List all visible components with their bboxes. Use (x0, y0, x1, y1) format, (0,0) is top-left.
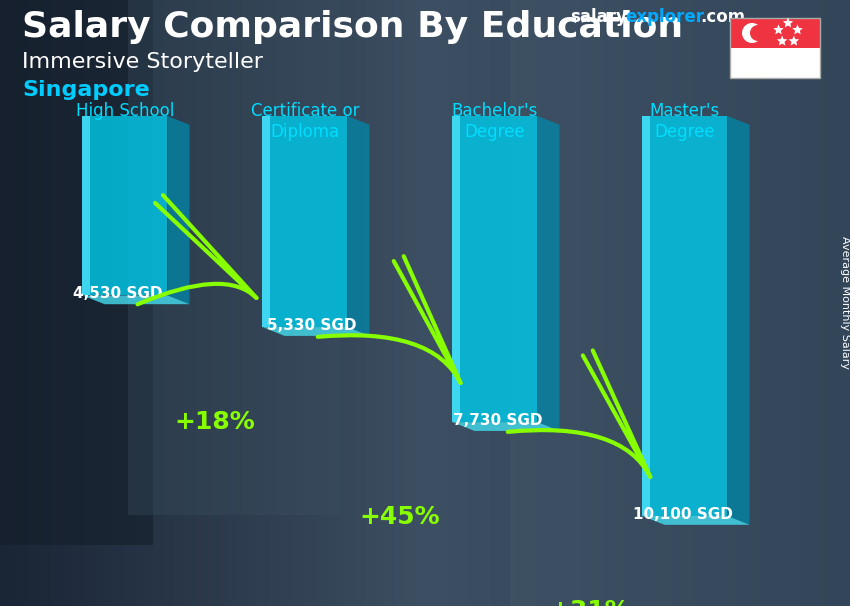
FancyBboxPatch shape (128, 0, 340, 515)
Circle shape (750, 25, 766, 41)
Bar (452, 116, 537, 422)
Bar (643, 116, 728, 516)
Text: Master's
Degree: Master's Degree (650, 102, 720, 141)
Polygon shape (167, 116, 190, 304)
Bar (730, 48, 820, 78)
Text: Bachelor's
Degree: Bachelor's Degree (452, 102, 538, 141)
Text: salary: salary (570, 8, 626, 26)
Text: 4,530 SGD: 4,530 SGD (73, 287, 162, 301)
FancyBboxPatch shape (510, 0, 850, 606)
Text: +45%: +45% (360, 505, 440, 529)
Text: +18%: +18% (174, 410, 255, 434)
Text: explorer: explorer (625, 8, 704, 26)
Bar (643, 116, 650, 516)
Bar (730, 48, 820, 78)
Polygon shape (82, 295, 190, 304)
Polygon shape (777, 36, 787, 45)
Text: 5,330 SGD: 5,330 SGD (267, 318, 356, 333)
Polygon shape (792, 24, 802, 35)
Text: High School: High School (76, 102, 174, 120)
Polygon shape (452, 422, 559, 431)
Text: .com: .com (700, 8, 745, 26)
Bar (730, 18, 820, 78)
Bar (263, 116, 348, 327)
Polygon shape (263, 327, 370, 336)
Polygon shape (348, 116, 370, 336)
Polygon shape (783, 18, 793, 27)
Bar (730, 48, 820, 78)
Text: Immersive Storyteller: Immersive Storyteller (22, 52, 263, 72)
Bar (82, 116, 167, 295)
Polygon shape (728, 116, 750, 525)
Text: 10,100 SGD: 10,100 SGD (633, 507, 733, 522)
Text: Certificate or
Diploma: Certificate or Diploma (251, 102, 360, 141)
Text: 7,730 SGD: 7,730 SGD (453, 413, 542, 428)
Polygon shape (537, 116, 559, 431)
Bar (452, 116, 461, 422)
Circle shape (742, 23, 762, 43)
Bar (82, 116, 90, 295)
Text: Singapore: Singapore (22, 80, 150, 100)
Bar (263, 116, 270, 327)
FancyBboxPatch shape (0, 0, 153, 545)
Text: Average Monthly Salary: Average Monthly Salary (840, 236, 850, 370)
Polygon shape (789, 36, 799, 45)
Polygon shape (774, 24, 784, 35)
Polygon shape (643, 516, 750, 525)
Bar (730, 18, 820, 48)
Text: +31%: +31% (550, 599, 631, 606)
Text: Salary Comparison By Education: Salary Comparison By Education (22, 10, 683, 44)
